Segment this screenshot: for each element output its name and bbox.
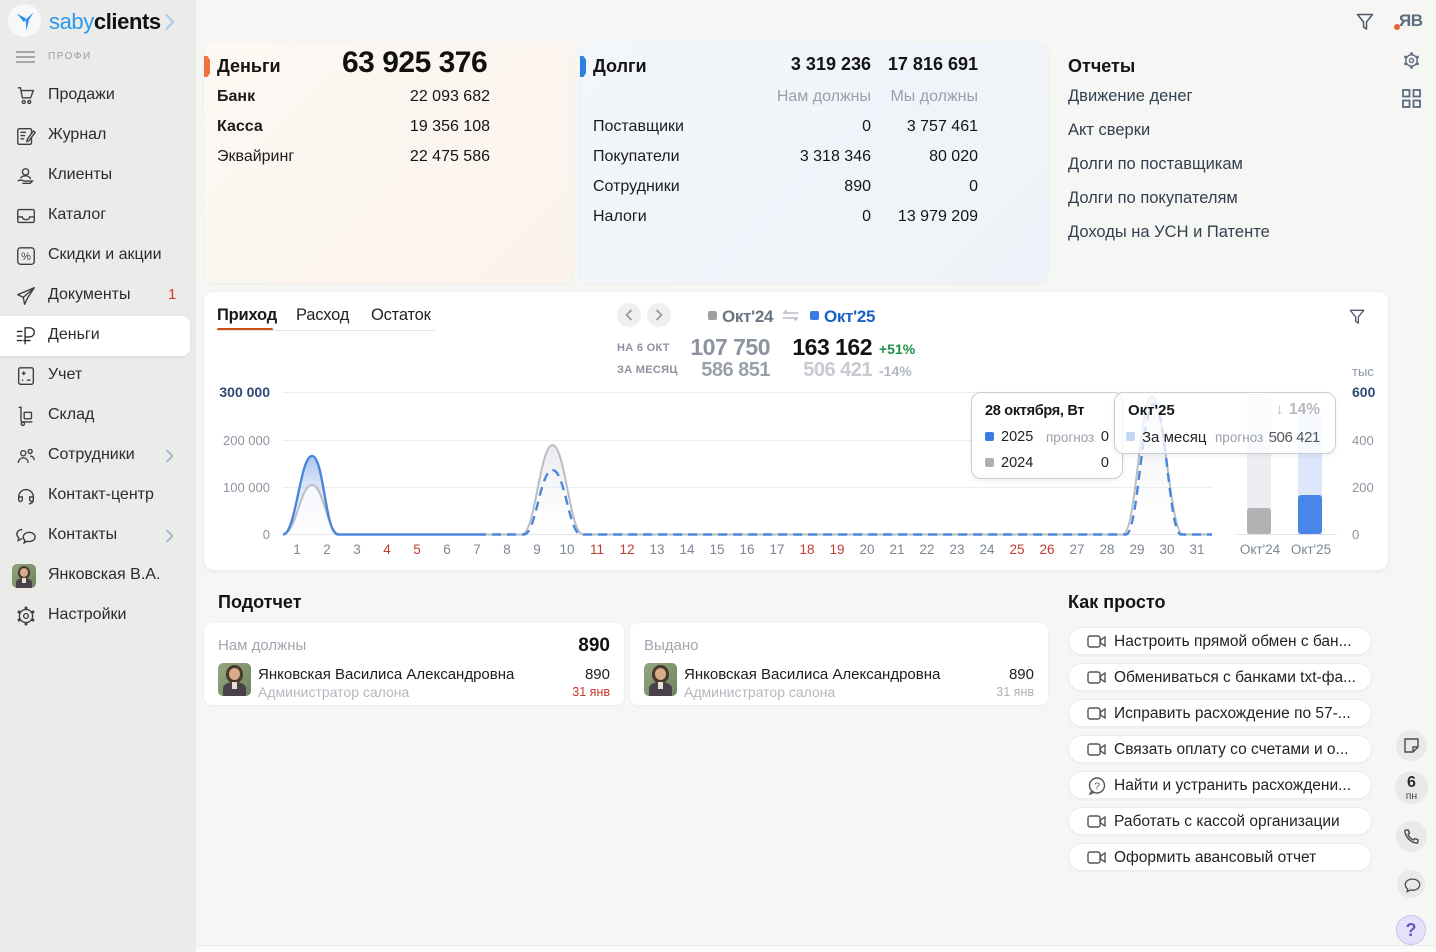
svg-text:?: ? bbox=[1094, 781, 1100, 793]
svg-text:%: % bbox=[21, 251, 31, 263]
